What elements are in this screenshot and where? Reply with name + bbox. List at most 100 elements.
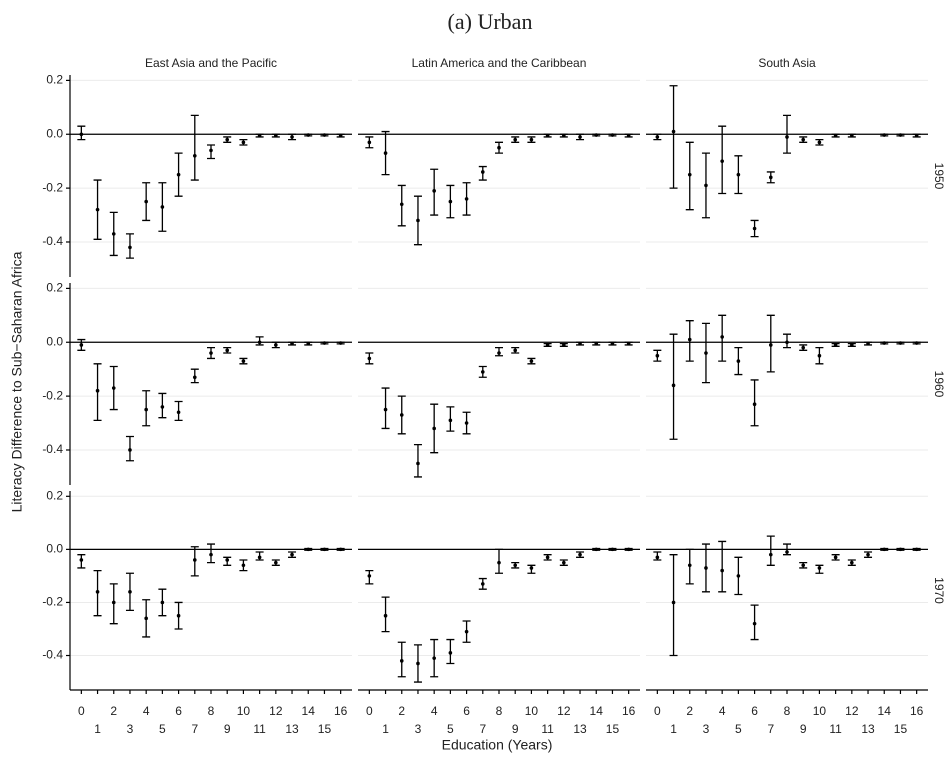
point [671,383,676,388]
error-bar [783,114,791,154]
point [768,552,773,557]
point [578,341,582,346]
point [497,351,501,355]
point [655,353,660,358]
x-tick-label: 8 [784,704,791,718]
x-tick-label: 13 [285,722,299,736]
point [610,341,615,346]
point [687,563,692,568]
point [850,133,854,138]
chart-title: (a) Urban [448,9,533,34]
point [128,245,132,250]
point [817,566,822,570]
point [882,341,887,345]
x-tick-label: 0 [366,704,373,718]
error-bar [718,540,727,593]
point [882,547,887,552]
x-tick-label: 12 [269,704,283,718]
point [144,616,148,621]
point [290,135,294,139]
point [704,183,708,188]
point [257,555,262,560]
x-tick-label: 3 [703,722,710,736]
point [594,341,599,346]
error-bar [413,443,422,478]
facet-column-label: Latin America and the Caribbean [412,56,587,70]
y-tick-label: 0.0 [46,334,63,348]
x-tick-label: 9 [800,722,807,736]
point [626,547,631,552]
x-tick-label: 1 [382,722,389,736]
x-tick-label: 2 [398,704,405,718]
point [144,407,148,412]
point [752,226,757,231]
point [79,558,84,562]
point [914,133,919,138]
point [898,547,903,552]
x-tick-label: 3 [415,722,422,736]
x-tick-label: 5 [735,722,742,736]
point [785,550,789,554]
x-tick-label: 7 [479,722,486,736]
point [720,335,724,339]
point [176,172,181,177]
x-tick-label: 6 [463,704,470,718]
point [306,547,311,552]
point [720,568,724,573]
point [655,555,660,560]
point [464,629,469,634]
x-tick-label: 12 [557,704,571,718]
point [241,359,246,363]
x-tick-label: 5 [159,722,166,736]
point [562,343,566,347]
point [578,135,582,139]
point [545,343,550,347]
x-tick-label: 11 [541,722,554,736]
point [399,659,404,663]
point [128,448,132,452]
point [513,348,518,353]
x-tick-label: 15 [318,722,332,736]
point [785,135,789,139]
point [274,560,278,565]
point [338,341,343,345]
facet-column-label: South Asia [758,56,816,70]
point [671,600,676,605]
point [192,375,197,380]
x-tick-label: 1 [94,722,101,736]
point [562,560,566,565]
facet-row-label: 1960 [932,371,946,398]
point [274,343,278,347]
point [176,410,181,415]
point [432,426,436,431]
point [704,566,708,570]
point [416,218,420,223]
point [752,621,757,626]
point [529,137,534,142]
y-tick-label: -0.4 [42,648,63,662]
point [322,341,327,345]
x-tick-label: 13 [573,722,587,736]
point [687,337,692,342]
x-tick-label: 10 [813,704,827,718]
point [448,199,453,204]
point [95,388,100,393]
point [160,205,165,209]
y-axis-label: Literacy Difference to Sub−Saharan Afric… [9,251,25,512]
point [79,132,84,137]
x-axis-label: Education (Years) [442,737,553,753]
facet-column-label: East Asia and the Pacific [145,56,277,70]
point [416,661,420,666]
x-tick-label: 9 [512,722,519,736]
point [480,582,485,586]
x-tick-label: 8 [496,704,503,718]
x-tick-label: 6 [751,704,758,718]
point [497,560,501,565]
x-tick-label: 3 [127,722,134,736]
point [225,558,230,562]
point [160,600,165,605]
point [545,555,550,560]
point [144,199,148,204]
point [898,341,903,345]
point [801,345,806,350]
